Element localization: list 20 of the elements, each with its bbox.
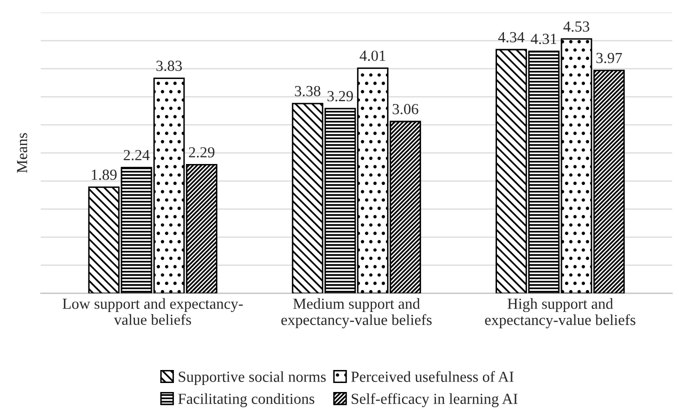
legend-label: Self-efficacy in learning AI [352,393,518,408]
data-label: 1.89 [92,170,117,180]
y-axis-title: Means [17,133,28,173]
data-label: 3.06 [392,104,418,114]
data-label: 4.31 [530,34,556,44]
data-label: 2.24 [124,150,150,160]
data-label: 3.97 [596,52,622,64]
x-tick-label: Low support and expectancy- value beliefs [62,298,243,325]
x-tick-label: Medium support and expectancy-value beliefs [281,298,432,328]
data-label: 2.29 [188,147,214,158]
data-label: 3.83 [156,60,182,72]
data-label: 4.01 [360,50,386,61]
data-label: 3.29 [328,91,353,102]
data-label: 4.34 [498,32,524,42]
data-label: 4.53 [563,21,590,32]
data-label: 3.38 [294,86,320,96]
legend-label: Facilitating conditions [178,393,314,408]
legend-label: Supportive social norms [178,371,326,386]
x-tick-label: High support and expectancy-value beliefs [485,298,636,328]
legend-label: Perceived usefulness of AI [351,371,514,382]
